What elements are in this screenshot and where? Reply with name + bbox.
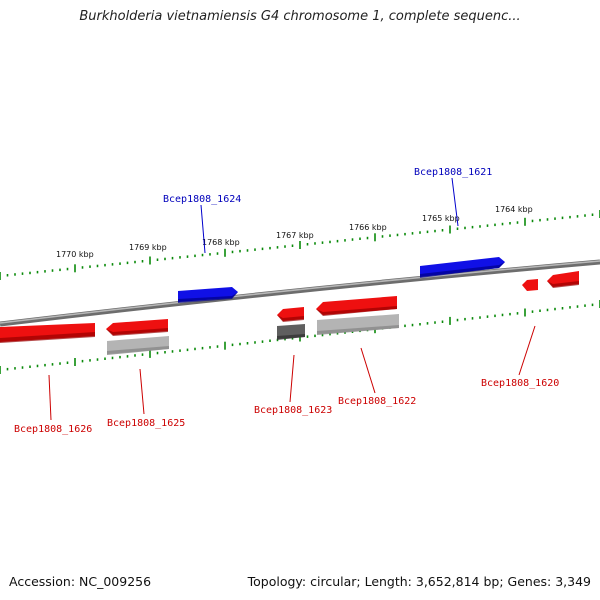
lower-tick-track [0, 300, 600, 374]
scale-label-1770: 1770 kbp [56, 250, 94, 259]
gene-label-bcep1808-1625[interactable]: Bcep1808_1625 [107, 418, 185, 429]
genome-summary-text: Topology: circular; Length: 3,652,814 bp… [247, 574, 591, 589]
gene-label-bcep1808-1626[interactable]: Bcep1808_1626 [14, 424, 92, 435]
label-leaders [48, 177, 536, 421]
gene-label-bcep1808-1622[interactable]: Bcep1808_1622 [338, 396, 416, 407]
gene-bcep1808-1626-feature[interactable] [0, 323, 95, 343]
gene-labels: Bcep1808_1624 Bcep1808_1621 Bcep1808_162… [14, 167, 559, 435]
gene-label-bcep1808-1621[interactable]: Bcep1808_1621 [414, 167, 492, 178]
gene-bcep1808-1623-feature[interactable] [277, 307, 304, 322]
scale-label-1765: 1765 kbp [422, 214, 460, 223]
scale-label-1766: 1766 kbp [349, 223, 387, 232]
scale-labels: 1770 kbp 1769 kbp 1768 kbp 1767 kbp 1766… [56, 205, 533, 259]
scale-label-1767: 1767 kbp [276, 231, 314, 240]
gene-label-bcep1808-1623[interactable]: Bcep1808_1623 [254, 405, 332, 416]
gene-bcep1808-1621-feature[interactable] [420, 257, 505, 278]
gene-bcep1808-1620-feature[interactable] [522, 271, 579, 291]
accession-text: Accession: NC_009256 [9, 574, 152, 589]
gene-bcep1808-1625-gray-feature[interactable] [107, 336, 169, 355]
scale-label-1768: 1768 kbp [202, 238, 240, 247]
chromosome-backbone [0, 259, 600, 327]
scale-label-1764: 1764 kbp [495, 205, 533, 214]
gene-label-bcep1808-1620[interactable]: Bcep1808_1620 [481, 378, 559, 389]
map-title: Burkholderia vietnamiensis G4 chromosome… [79, 9, 521, 24]
gene-bcep1808-1625-feature[interactable] [106, 319, 168, 336]
scale-label-1769: 1769 kbp [129, 243, 167, 252]
gene-bcep1808-1622-gray-feature[interactable] [317, 314, 399, 335]
gene-bcep1808-1624-feature[interactable] [178, 287, 238, 303]
gene-label-bcep1808-1624[interactable]: Bcep1808_1624 [163, 194, 241, 205]
upper-tick-track [0, 210, 600, 280]
gene-bcep1808-1623-gray-feature[interactable] [277, 324, 305, 340]
gene-bcep1808-1622-feature[interactable] [316, 296, 397, 316]
